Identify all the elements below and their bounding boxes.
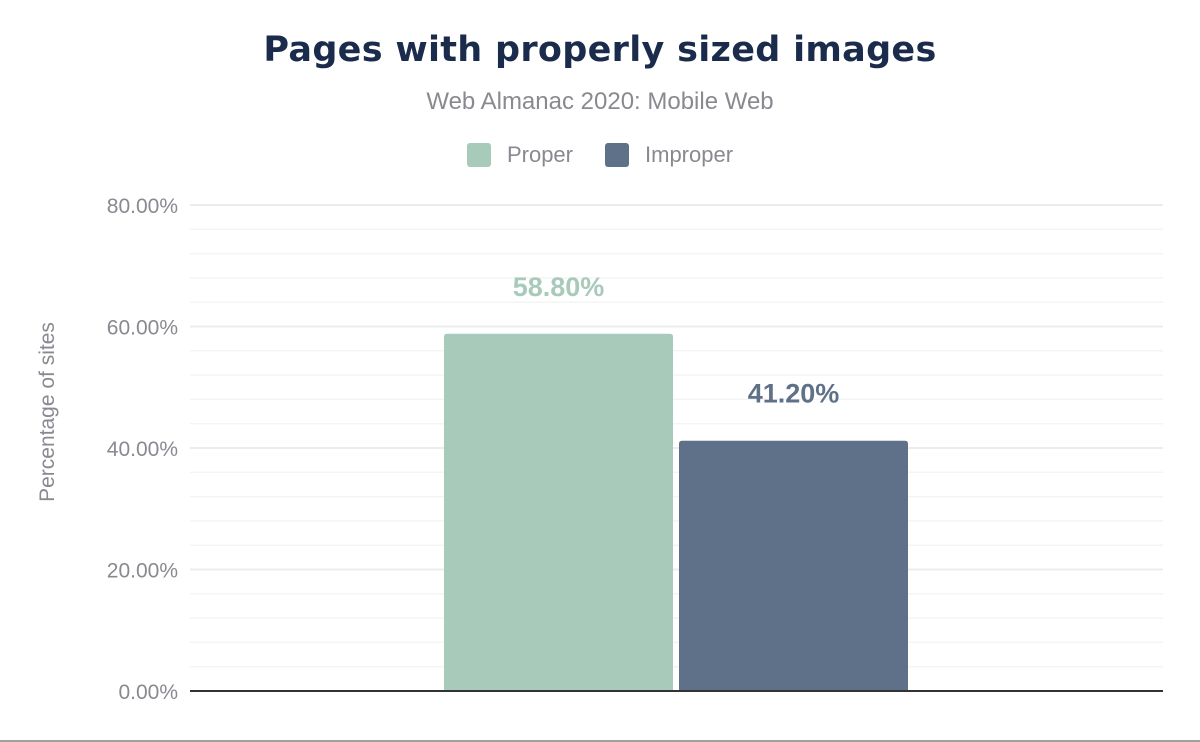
data-label-proper: 58.80% [513, 272, 605, 302]
y-tick-label: 40.00% [107, 438, 178, 461]
legend: Proper Improper [0, 142, 1200, 168]
y-tick-label: 0.00% [118, 681, 178, 704]
y-tick-label: 60.00% [107, 317, 178, 340]
chart-title: Pages with properly sized images [263, 30, 937, 70]
y-tick-label: 80.00% [107, 195, 178, 218]
legend-label-proper: Proper [506, 142, 573, 167]
data-label-improper: 41.20% [748, 379, 840, 409]
y-tick-label: 20.00% [107, 560, 178, 583]
legend-item-improper[interactable]: Improper [605, 142, 733, 168]
legend-item-proper[interactable]: Proper [466, 142, 573, 168]
legend-swatch-proper [466, 143, 491, 167]
bottom-border [0, 740, 1200, 742]
bar-proper [444, 333, 673, 691]
y-axis-label: Percentage of sites [36, 322, 59, 502]
legend-label-improper: Improper [645, 142, 734, 167]
legend-swatch-improper [605, 143, 629, 167]
chart-subtitle: Web Almanac 2020: Mobile Web [426, 88, 774, 115]
bar-improper [679, 440, 908, 691]
